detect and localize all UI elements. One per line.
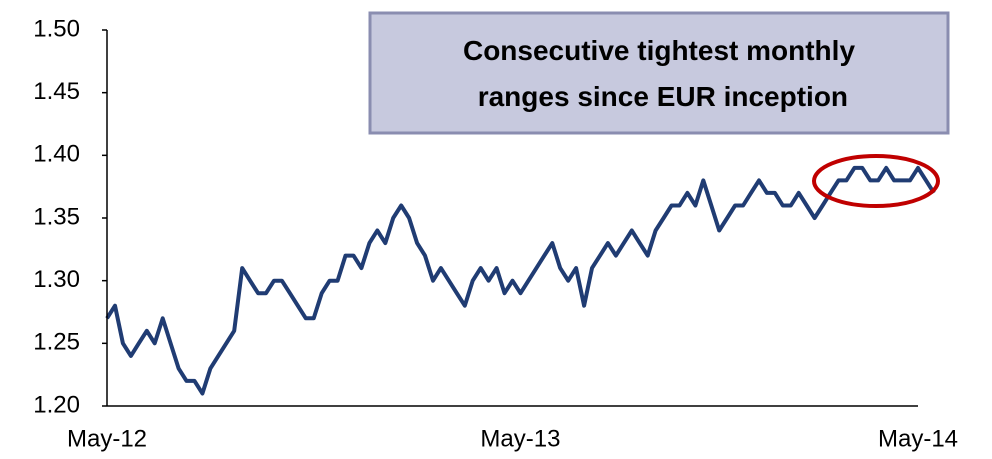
line xyxy=(105,165,936,396)
y-tick-label: 1.45 xyxy=(33,78,80,105)
y-tick-label: 1.25 xyxy=(33,329,80,356)
y-tick-label: 1.35 xyxy=(33,203,80,230)
y-tick-label: 1.40 xyxy=(33,141,80,168)
y-tick-label: 1.20 xyxy=(33,391,80,418)
x-tick-label: May-13 xyxy=(480,425,560,452)
y-tick-label: 1.30 xyxy=(33,266,80,293)
x-tick-label: May-12 xyxy=(67,425,147,452)
highlight-ellipse xyxy=(812,154,940,208)
x-tick-label: May-14 xyxy=(878,425,958,452)
annotation-box xyxy=(368,11,950,135)
y-tick-label: 1.50 xyxy=(33,15,80,42)
annotation: Consecutive tightest monthly ranges sinc… xyxy=(463,35,855,112)
